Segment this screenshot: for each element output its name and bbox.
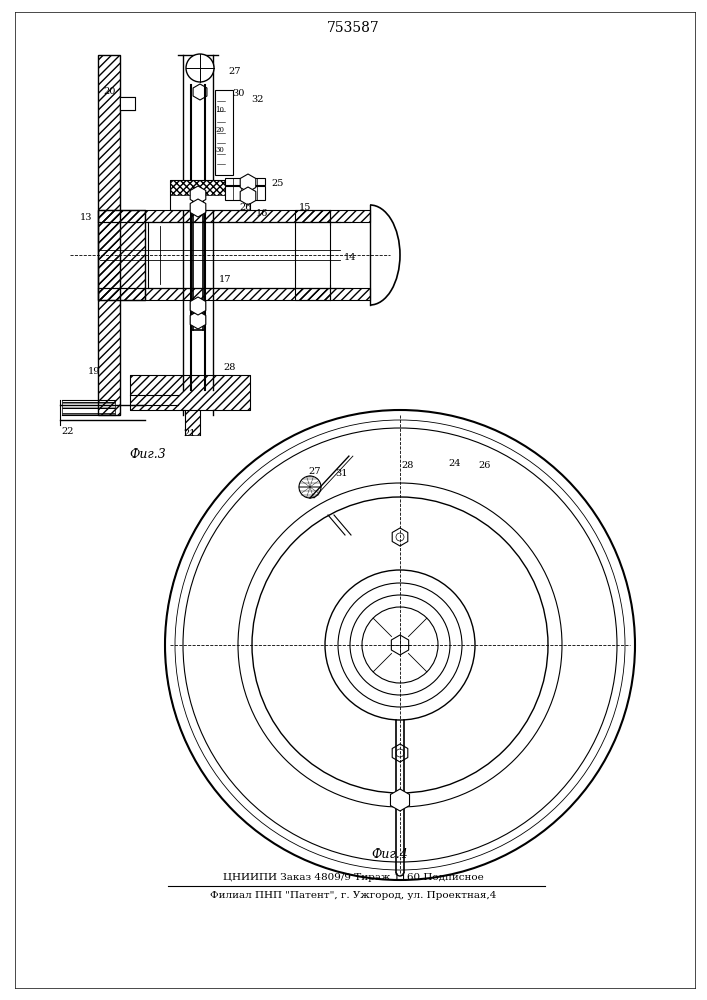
Polygon shape [390,789,409,811]
Text: 10: 10 [216,106,225,114]
Text: 16: 16 [256,209,268,218]
Polygon shape [240,187,256,205]
Circle shape [299,476,321,498]
Text: 20: 20 [104,88,116,97]
Text: Филиал ПНП "Патент", г. Ужгород, ул. Проектная,4: Филиал ПНП "Патент", г. Ужгород, ул. Про… [210,890,496,900]
Bar [98,210,145,300]
Text: 27: 27 [229,68,241,77]
Ellipse shape [286,634,298,656]
Text: 753587: 753587 [327,21,380,35]
Circle shape [165,410,635,880]
Polygon shape [392,744,408,762]
Polygon shape [190,311,206,329]
Bar [130,375,250,410]
Bar [295,210,330,300]
Bar [98,55,120,415]
Text: 19: 19 [88,367,100,376]
Polygon shape [190,297,206,315]
Bar [215,90,233,175]
Bar [62,400,115,415]
Text: 24: 24 [449,458,461,468]
Polygon shape [240,174,256,192]
Bar [120,97,135,110]
Text: 14: 14 [344,253,356,262]
Text: 30: 30 [216,146,224,154]
Bar [170,180,250,195]
Bar [98,55,120,415]
Text: Фиг.4: Фиг.4 [372,848,409,861]
Text: 25: 25 [271,178,284,188]
Text: 28: 28 [224,363,236,372]
Ellipse shape [444,544,464,559]
Text: 28: 28 [402,462,414,471]
Ellipse shape [336,731,356,746]
Polygon shape [392,528,408,546]
Text: 27: 27 [309,466,321,476]
Bar [98,210,370,222]
Bar [225,186,265,200]
Polygon shape [190,186,206,204]
Bar [185,410,200,435]
Bar [130,375,250,410]
Bar [98,210,145,300]
Text: ЦНИИПИ Заказ 4809/9 Тираж 1160 Подписное: ЦНИИПИ Заказ 4809/9 Тираж 1160 Подписное [223,874,484,882]
Text: 26: 26 [479,462,491,471]
Polygon shape [392,635,409,655]
Bar [295,288,330,300]
Ellipse shape [444,731,464,746]
Text: 31: 31 [336,470,349,479]
Circle shape [325,570,475,720]
Bar [98,288,370,300]
Circle shape [186,54,214,82]
Text: 32: 32 [252,96,264,104]
Text: Фиг.3: Фиг.3 [129,448,166,462]
Polygon shape [193,84,207,100]
Text: 21: 21 [184,428,197,438]
Bar [98,288,370,300]
Polygon shape [190,199,206,217]
Bar [170,180,250,210]
Text: 20: 20 [216,126,225,134]
Text: 30: 30 [232,89,244,98]
Ellipse shape [502,634,514,656]
Bar [295,210,330,222]
Ellipse shape [336,544,356,559]
Bar [225,178,265,185]
Text: 22: 22 [62,428,74,436]
Text: 15: 15 [299,202,311,212]
Text: 26: 26 [240,204,252,213]
Text: 17: 17 [218,275,231,284]
Text: 13: 13 [80,214,92,223]
Bar [98,210,370,222]
Polygon shape [318,470,367,505]
